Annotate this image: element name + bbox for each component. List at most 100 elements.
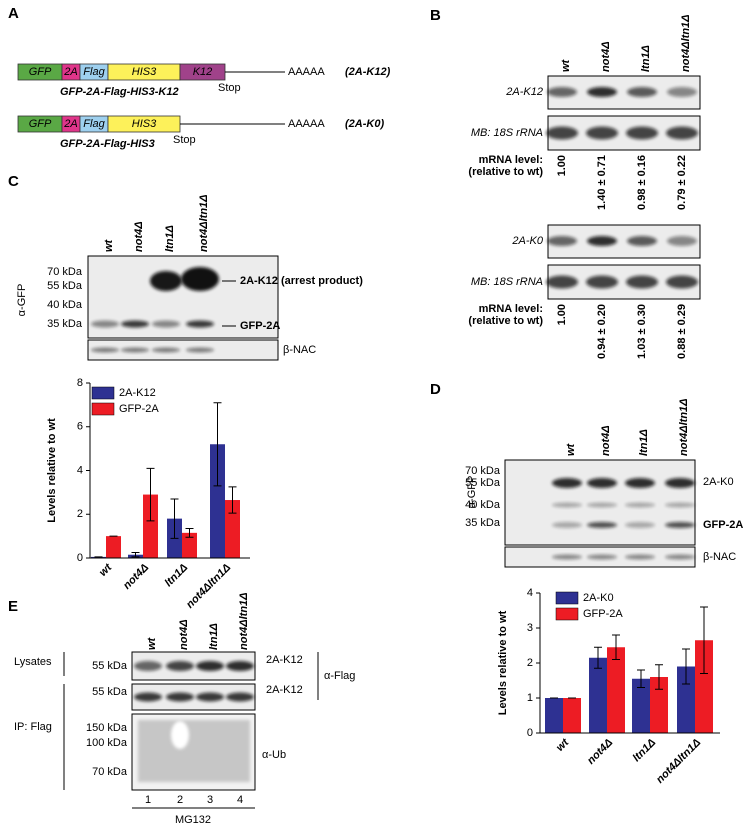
band [587,478,617,488]
error-bar [131,552,140,558]
label: 1.00 [556,304,568,325]
label: GFP [29,118,52,130]
band [226,692,254,702]
bar [106,536,121,558]
label: 2A-K12 [505,86,543,98]
band [625,478,655,488]
label: 1.40 ± 0.71 [596,155,608,210]
label: 3 [527,622,533,634]
label: not4Δ [585,737,615,767]
label: 1 [527,692,533,704]
label: 4 [527,587,533,599]
label: not4Δ [600,41,612,72]
bar [695,640,713,733]
label: 0.79 ± 0.22 [676,155,688,210]
legend-swatch [91,386,115,400]
label: Stop [173,134,196,146]
label: HIS3 [132,118,157,130]
band [150,271,182,291]
label: B [430,7,441,24]
label: IP: Flag [14,721,52,733]
label: α-Flag [324,670,355,682]
label: ltn1Δ [164,225,176,252]
label: 35 kDa [47,318,83,330]
bar [589,657,607,733]
band [666,126,698,140]
label: 8 [77,377,83,389]
label: not4Δltn1Δ [678,398,690,456]
label: ltn1Δ [163,562,191,590]
legend-swatch [555,591,579,605]
blot [87,339,279,361]
band [547,236,577,246]
error-bar [170,498,179,539]
label: 4 [237,794,243,806]
band [587,522,617,528]
band [121,347,149,353]
label: 100 kDa [86,737,128,749]
label: 4 [77,464,83,476]
label: 6 [77,421,83,433]
bar [563,698,581,733]
label: Flag [83,118,105,130]
label: not4Δltn1Δ [238,592,250,650]
error-bar [612,634,620,660]
label: (relative to wt) [468,315,543,327]
error-bar [700,606,708,674]
band [586,275,618,289]
band [181,267,219,291]
bar [632,678,650,733]
label: Lysates [14,656,52,668]
label: 2 [527,657,533,669]
band [186,320,214,328]
band [547,87,577,97]
band [134,692,162,702]
band [196,661,224,671]
label: not4Δltn1Δ [184,562,233,611]
label: 0.98 ± 0.16 [636,155,648,210]
label: 0 [527,727,533,739]
label: α-GFP [466,476,478,509]
error-bar [185,527,194,538]
bar [545,698,563,733]
band [625,554,655,560]
label: E [8,598,18,615]
label: AAAAA [288,66,325,78]
label: wt [97,561,115,579]
band [552,554,582,560]
label: 0.88 ± 0.29 [676,304,688,359]
blot [87,255,279,339]
smear [171,721,189,749]
error-bar [146,467,155,522]
band [665,502,695,508]
label: GFP [29,66,52,78]
label: GFP-2A [240,320,280,332]
error-bar [655,664,663,690]
band [226,661,254,671]
band [625,522,655,528]
label: 55 kDa [47,280,83,292]
legend-label: 2A-K0 [583,592,614,604]
band [587,554,617,560]
band [667,87,697,97]
label: not4Δ [133,221,145,252]
bar [210,444,225,558]
legend-swatch [91,402,115,416]
band [665,522,695,528]
label: 2 [77,508,83,520]
error-bar [594,646,602,669]
band [665,554,695,560]
label: 2A-K0 [511,235,543,247]
error-bar [213,402,222,487]
label: 55 kDa [465,477,501,489]
label: 40 kDa [465,499,501,511]
band [552,502,582,508]
band [587,87,617,97]
label: 55 kDa [92,660,128,672]
label: C [8,173,19,190]
band [546,126,578,140]
label: 2A-K12 (arrest product) [240,275,363,287]
band [121,320,149,328]
bar [182,532,197,558]
